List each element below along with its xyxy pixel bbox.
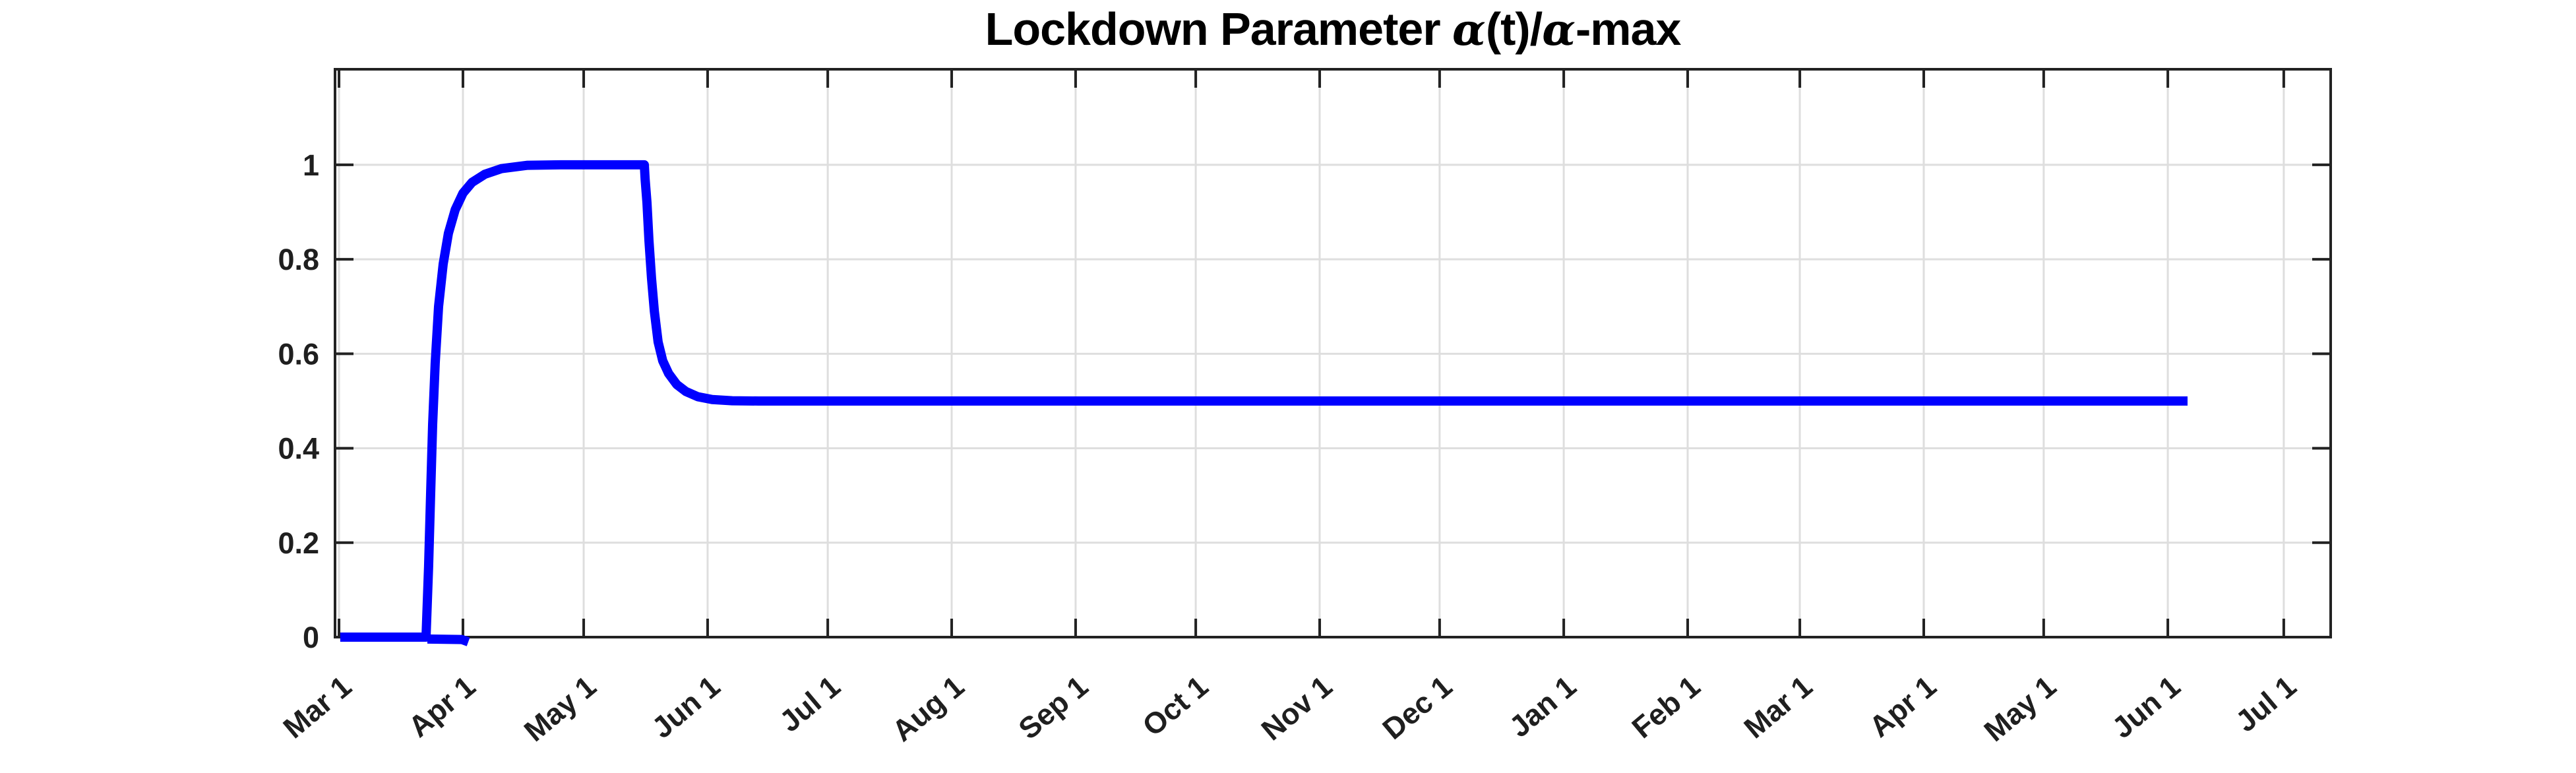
grid-lines [335,69,2331,638]
x-tick-label: Nov 1 [1255,669,1339,747]
alpha-symbol: α [1452,4,1486,55]
x-tick-label: May 1 [518,669,603,748]
y-tick-label: 0.2 [278,526,319,560]
title-text-suffix: -max [1576,3,1681,55]
x-tick-label: Feb 1 [1626,669,1707,745]
x-tick-labels: Mar 1 Apr 1 May 1 Jun 1 Jul 1 Aug 1 Sep 1 Oct 1… [277,669,2303,748]
x-tick-label: Jun 1 [2106,669,2187,745]
lockdown-parameter-line [340,160,2188,642]
y-tick-label: 0.8 [278,243,319,276]
x-tick-label: Jul 1 [2229,669,2302,739]
y-tick-label: 1 [303,148,319,182]
alpha-symbol: α [1542,4,1576,55]
data-series [340,160,2188,646]
x-tick-label: May 1 [1978,669,2063,748]
zero-tail-line [427,634,470,646]
y-tick-labels: 0 0.2 0.4 0.6 0.8 1 [278,148,319,654]
title-text-prefix: Lockdown Parameter [985,3,1453,55]
x-tick-label: Mar 1 [277,669,358,745]
axis-ticks [335,69,2331,638]
x-tick-label: Jun 1 [646,669,727,745]
x-tick-label: Jul 1 [773,669,846,739]
x-tick-label: Sep 1 [1012,669,1095,746]
x-tick-label: Jan 1 [1503,669,1583,744]
title-text-mid: (t)/ [1485,3,1543,55]
y-tick-label: 0.6 [278,337,319,371]
chart-title: Lockdown Parameter α(t)/α-max [335,3,2331,55]
y-tick-label: 0 [303,621,319,654]
y-tick-label: 0.4 [278,432,319,466]
x-tick-label: Apr 1 [402,669,481,744]
x-tick-label: Dec 1 [1376,669,1459,746]
x-tick-label: Apr 1 [1863,669,1943,744]
x-tick-label: Mar 1 [1738,669,1819,745]
x-tick-label: Oct 1 [1136,669,1215,743]
x-tick-label: Aug 1 [886,669,971,748]
